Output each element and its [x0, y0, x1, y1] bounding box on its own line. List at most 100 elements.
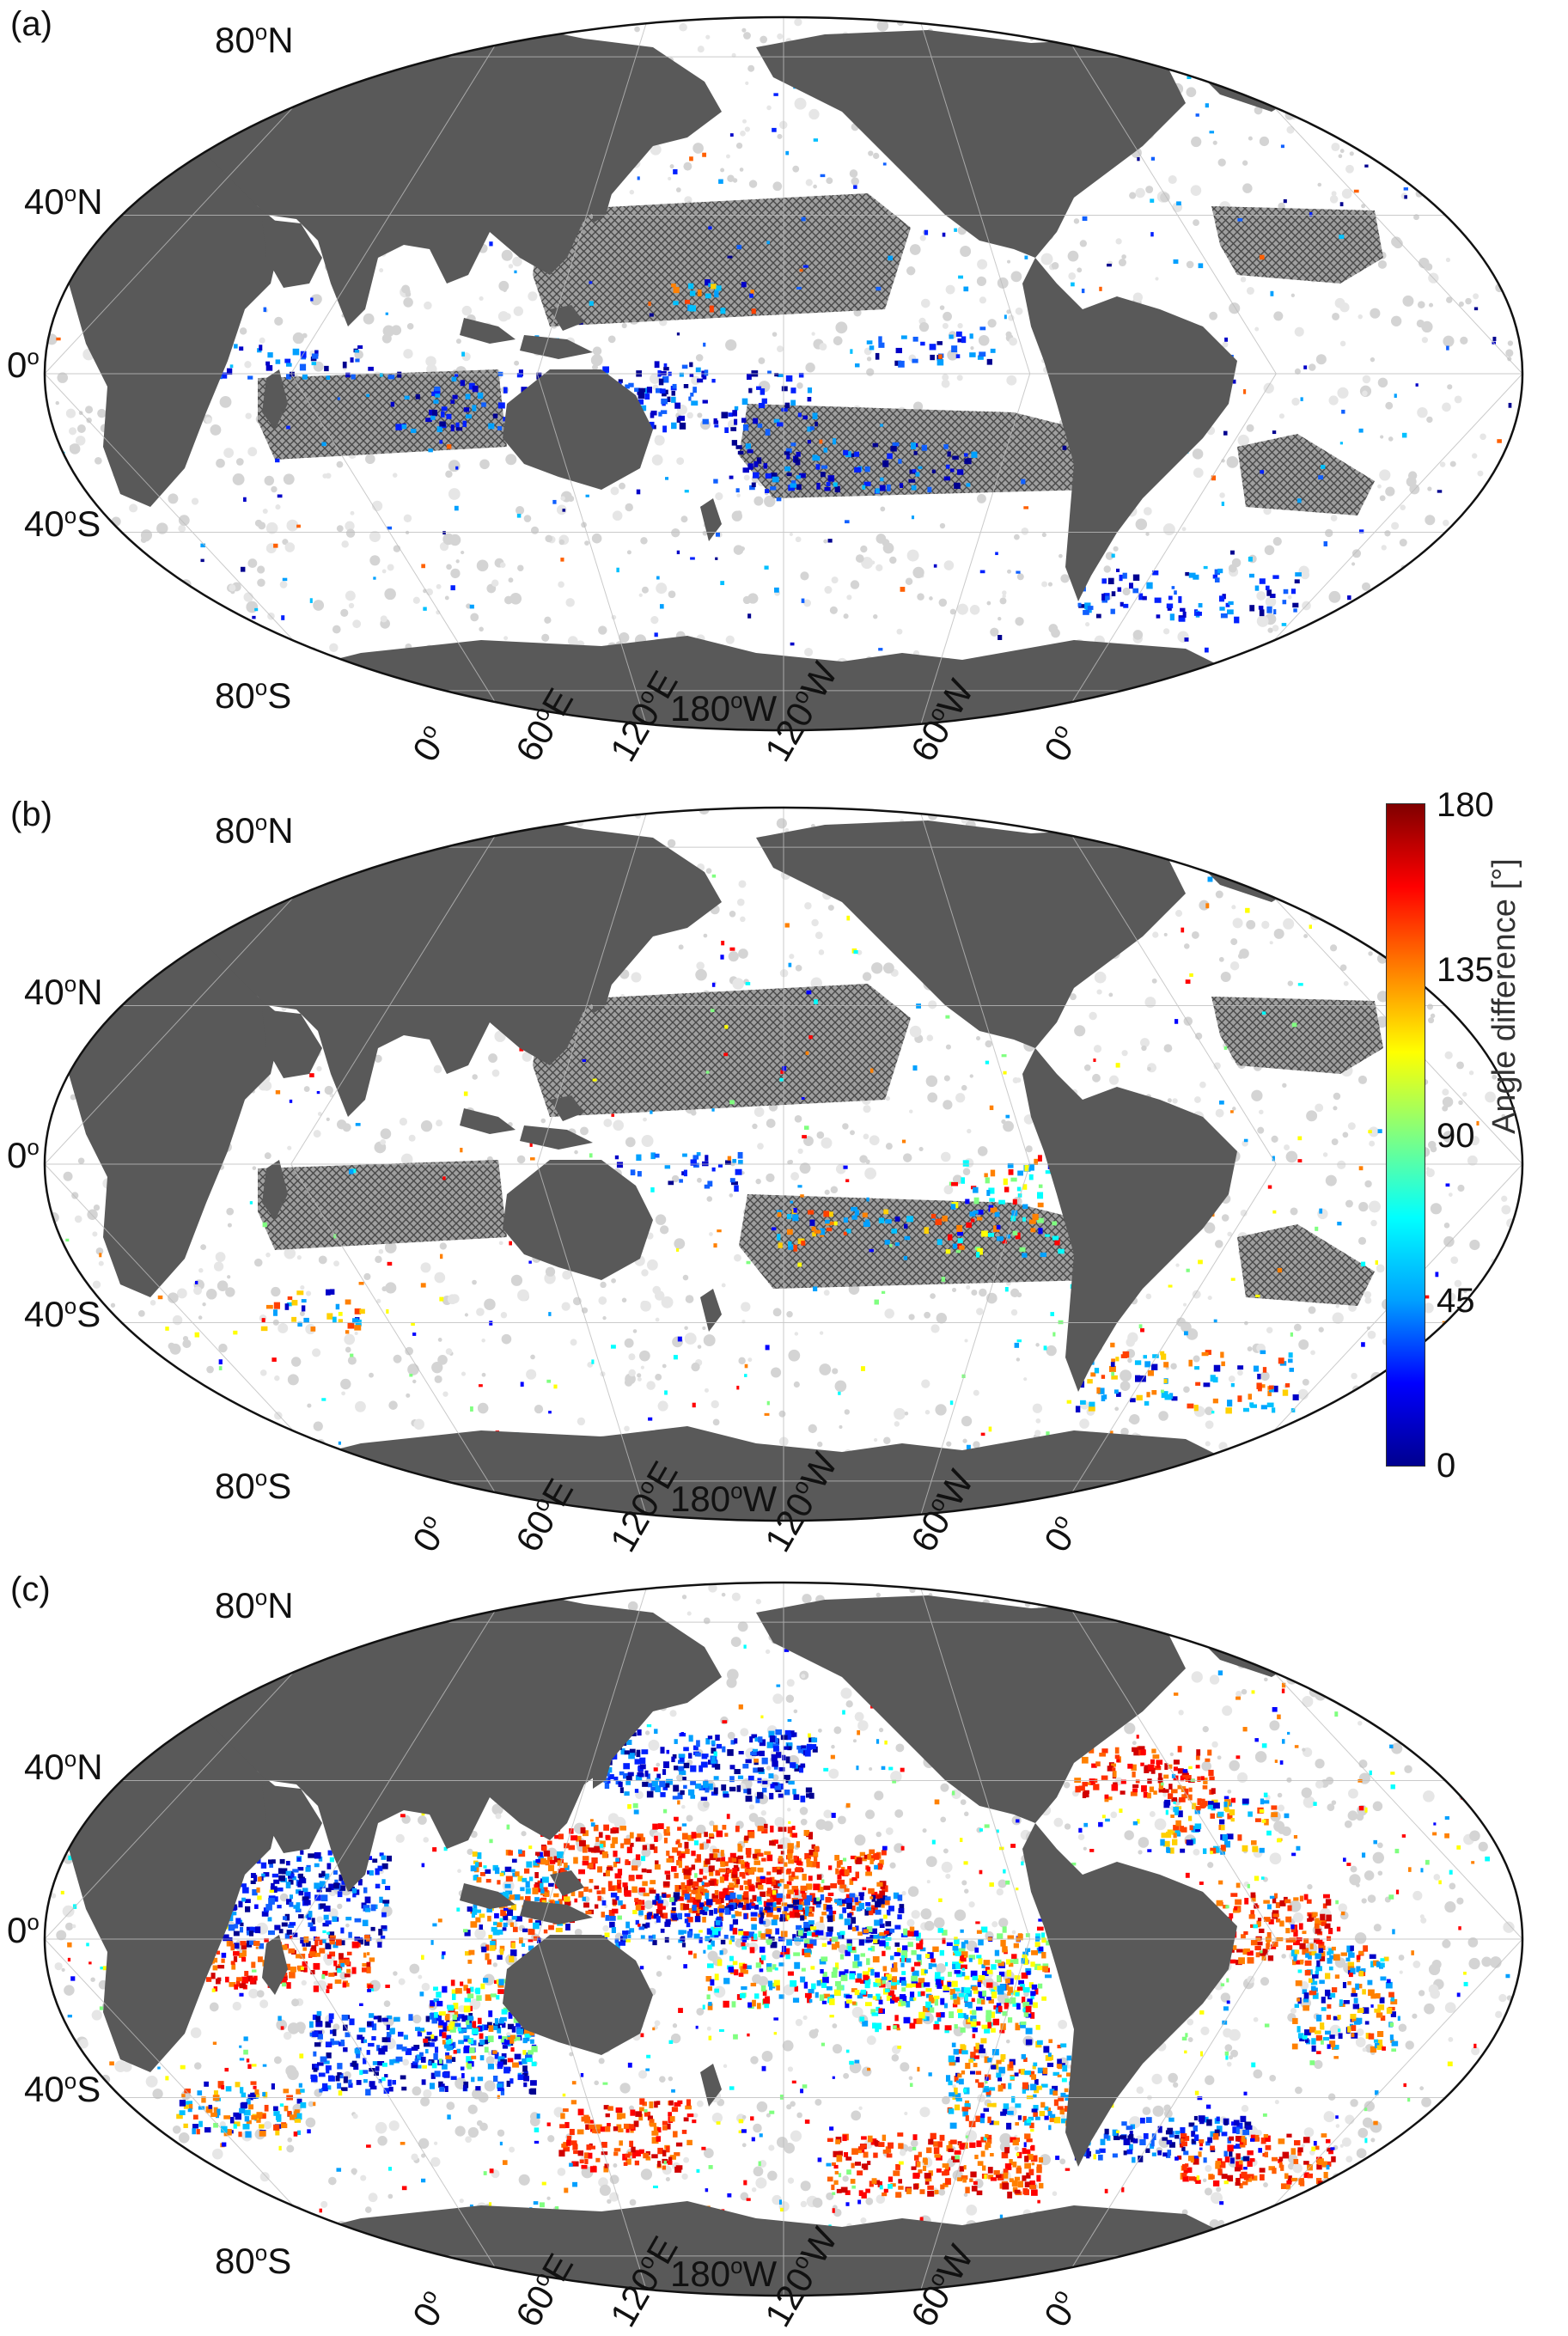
lon-value: 180 [670, 1479, 731, 1519]
lat-label-n40: 40oN [24, 971, 103, 1013]
hemisphere-suffix: N [76, 972, 103, 1012]
panel-c: (c) [0, 1565, 1568, 2336]
degree-symbol: o [254, 1584, 268, 1610]
degree-symbol: o [730, 687, 743, 713]
label-value: 80 [215, 20, 255, 60]
label-value: 80 [215, 1585, 255, 1625]
degree-symbol: o [64, 971, 77, 997]
colorbar-tick-135: 135 [1437, 951, 1494, 989]
panel-label-b: (b) [10, 796, 52, 833]
land [69, 812, 1340, 1521]
lat-label-n40: 40oN [24, 180, 103, 223]
degree-symbol: o [730, 1478, 743, 1503]
colorbar-tick-180: 180 [1437, 786, 1494, 824]
hatched-region [258, 369, 507, 460]
hatched-region [258, 1160, 507, 1250]
label-value: 40 [24, 181, 64, 222]
graticule [45, 1583, 1522, 2296]
graticule [45, 17, 1522, 730]
hatched-region [739, 404, 1091, 498]
map-content [45, 1583, 1522, 2296]
degree-symbol: o [64, 503, 77, 528]
hemisphere-suffix: N [267, 1585, 294, 1625]
colorbar-tick-45: 45 [1437, 1282, 1475, 1320]
panel-label-a: (a) [10, 5, 52, 43]
lon-label-3: 180oW [670, 2253, 777, 2295]
lon-suffix: W [742, 688, 778, 729]
hemisphere-suffix: S [267, 1466, 292, 1506]
label-value: 0 [7, 345, 27, 385]
hemisphere-suffix: N [267, 20, 294, 60]
label-value: 80 [215, 2241, 255, 2281]
lat-label-n80: 80oN [215, 1584, 294, 1626]
degree-symbol: o [64, 180, 77, 206]
label-value: 80 [215, 675, 255, 716]
lat-label-s80: 80oS [215, 674, 291, 717]
lon-value: 180 [670, 688, 731, 729]
colorbar [1386, 803, 1425, 1467]
lat-label-n80: 80oN [215, 809, 294, 851]
map-frame [43, 15, 1524, 732]
lon-suffix: W [742, 1479, 778, 1519]
world-map-b [43, 806, 1524, 1522]
label-value: 40 [24, 1294, 64, 1334]
hatched-region [533, 984, 911, 1117]
lat-label-eq: 0o [7, 1134, 40, 1176]
colorbar-title: Angle difference [°] [1486, 858, 1522, 1134]
label-value: 40 [24, 2069, 64, 2109]
panel-b: (b) [0, 790, 1568, 1546]
degree-symbol: o [254, 809, 268, 835]
lon-label-3: 180oW [670, 1478, 777, 1520]
degree-symbol: o [254, 1465, 268, 1491]
hemisphere-suffix: S [267, 2241, 292, 2281]
lon-label-3: 180oW [670, 687, 777, 729]
hemisphere-suffix: N [76, 181, 103, 222]
hatched-region [1211, 997, 1383, 1074]
lat-label-s40: 40oS [24, 503, 101, 545]
degree-symbol: o [64, 1293, 77, 1319]
degree-symbol: o [64, 1746, 77, 1772]
map-frame [43, 806, 1524, 1522]
degree-symbol: o [27, 1134, 40, 1160]
lon-value: 180 [670, 2254, 731, 2294]
lat-label-s40: 40oS [24, 2068, 101, 2110]
degree-symbol: o [27, 1909, 40, 1935]
colorbar-tick-0: 0 [1437, 1447, 1456, 1485]
degree-symbol: o [254, 19, 268, 45]
degree-symbol: o [27, 344, 40, 369]
label-value: 80 [215, 810, 255, 851]
hemisphere-suffix: N [267, 810, 294, 851]
hemisphere-suffix: S [267, 675, 292, 716]
lat-label-n80: 80oN [215, 19, 294, 61]
degree-symbol: o [730, 2253, 743, 2278]
colorbar-tick-90: 90 [1437, 1117, 1475, 1155]
lat-label-s80: 80oS [215, 2240, 291, 2282]
lat-label-eq: 0o [7, 1909, 40, 1951]
world-map-a [43, 15, 1524, 732]
hatched-region [1237, 1224, 1375, 1306]
degree-symbol: o [254, 2240, 268, 2266]
label-value: 0 [7, 1135, 27, 1175]
label-value: 40 [24, 972, 64, 1012]
map-content [45, 808, 1522, 1521]
lat-label-s40: 40oS [24, 1293, 101, 1335]
map-content [45, 17, 1522, 730]
panel-label-c: (c) [10, 1571, 51, 1608]
world-map-c [43, 1581, 1524, 2297]
hemisphere-suffix: S [76, 2069, 101, 2109]
hemisphere-suffix: S [76, 1294, 101, 1334]
label-value: 80 [215, 1466, 255, 1506]
lat-label-n40: 40oN [24, 1746, 103, 1788]
graticule [45, 808, 1522, 1521]
lon-suffix: W [742, 2254, 778, 2294]
degree-symbol: o [254, 674, 268, 700]
lat-label-eq: 0o [7, 344, 40, 386]
lat-label-s80: 80oS [215, 1465, 291, 1507]
hatched-region [739, 1194, 1091, 1289]
degree-symbol: o [64, 2068, 77, 2094]
hatched-region [1237, 434, 1375, 515]
hemisphere-suffix: N [76, 1747, 103, 1787]
hatched-region [1211, 206, 1383, 284]
label-value: 0 [7, 1910, 27, 1950]
panel-a: (a) [0, 0, 1568, 756]
